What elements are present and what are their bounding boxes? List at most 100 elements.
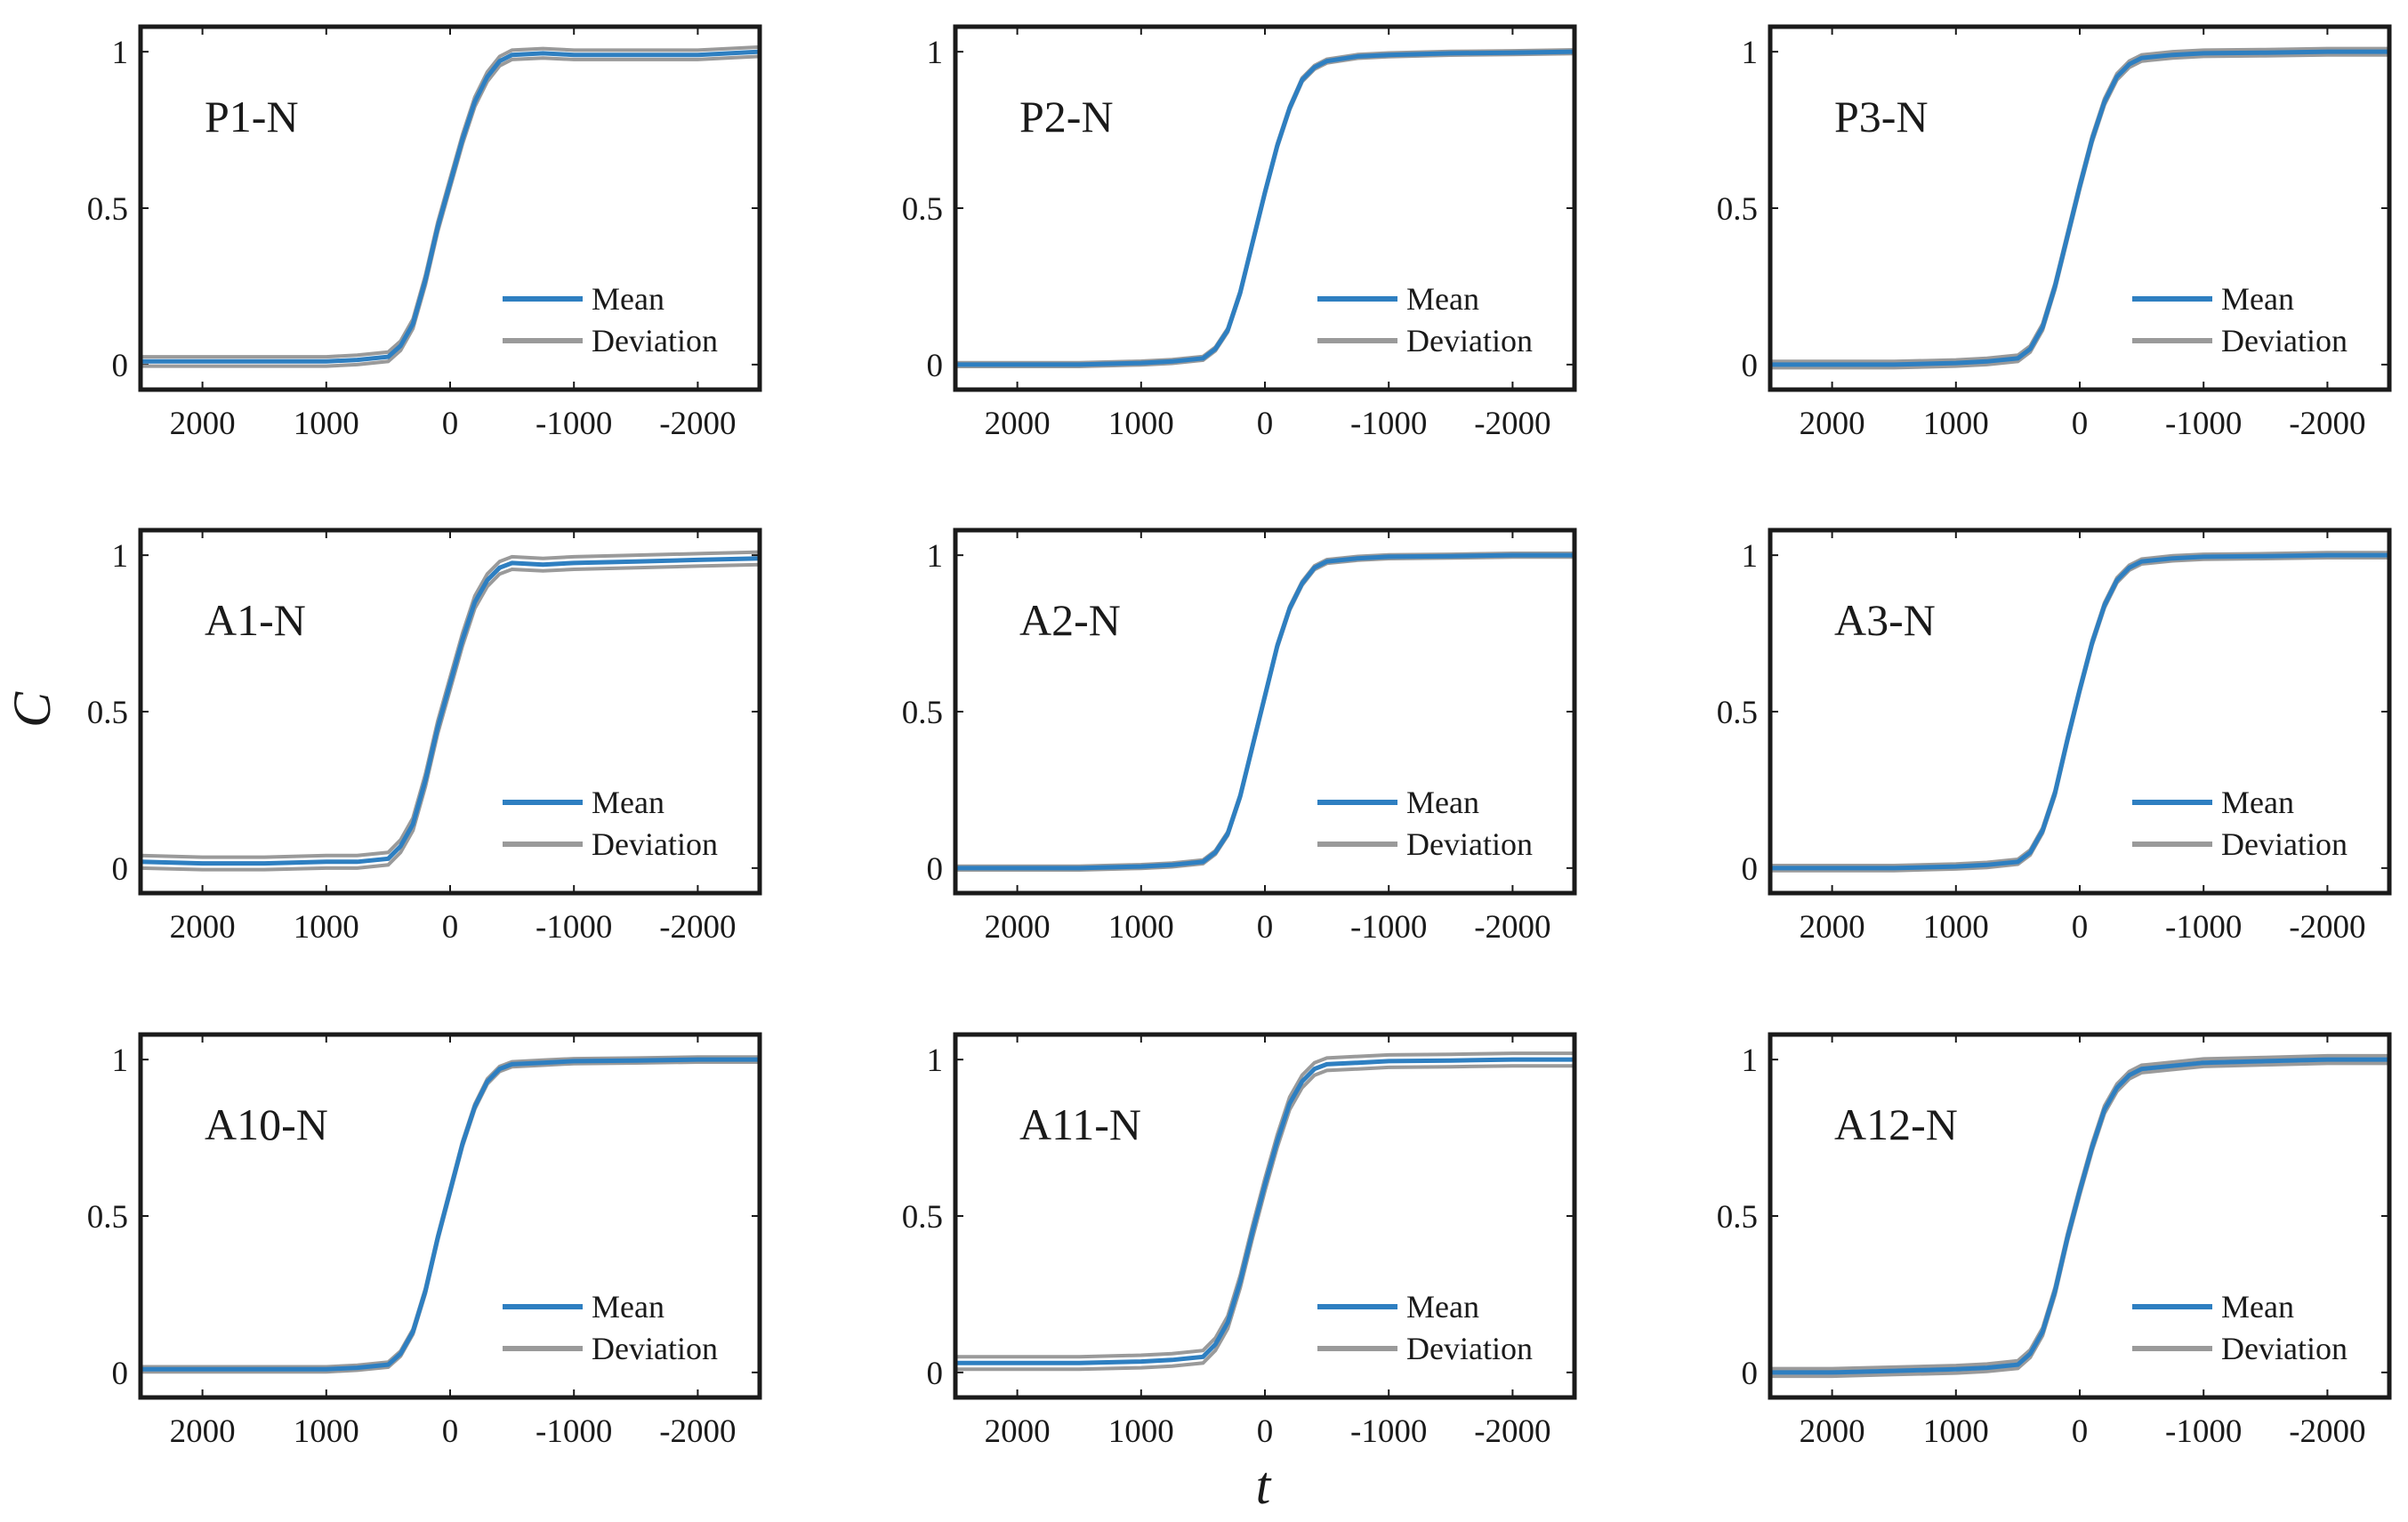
x-tick-label: 0	[442, 1413, 459, 1450]
legend-label-mean: Mean	[1406, 1289, 1479, 1325]
panel-a1-n: 2000 1000 0 -1000 -2000 0 0.5 1 A1-N Mean Deviatio…	[87, 527, 762, 946]
axes-frame	[953, 24, 1577, 392]
y-tick-label: 0.5	[87, 1199, 128, 1236]
mean-line	[141, 49, 761, 364]
x-tick-label: -2000	[659, 909, 736, 946]
y-tick-label: 0	[1742, 851, 1759, 888]
y-tick-label: 1	[1742, 1043, 1759, 1079]
shared-x-axis-label: t	[1256, 1456, 1272, 1515]
y-tick-label: 0.5	[902, 695, 943, 731]
panel-label: A10-N	[205, 1099, 328, 1149]
y-tick-label: 0	[112, 851, 129, 888]
axes-frame	[1768, 527, 2392, 896]
axes-frame	[138, 1032, 762, 1400]
x-tick-label: 1000	[294, 406, 359, 442]
x-tick-label: 1000	[1108, 406, 1174, 442]
y-tick-label: 0	[927, 348, 944, 384]
legend-label-deviation: Deviation	[2221, 826, 2348, 862]
axes-frame	[1768, 24, 2392, 392]
x-tick-label: 0	[442, 909, 459, 946]
legend-label-mean: Mean	[2221, 1289, 2294, 1325]
x-tick-label: 1000	[1923, 909, 1989, 946]
panel-a2-n: 2000 1000 0 -1000 -2000 0 0.5 1 A2-N Mean Deviatio…	[902, 527, 1577, 946]
panel-p1-n: 2000 1000 0 -1000 -2000 0 0.5 1 P1-N Mean Deviatio…	[87, 24, 762, 442]
x-tick-label: 1000	[1108, 909, 1174, 946]
x-tick-label: -2000	[2289, 406, 2365, 442]
x-tick-label: 2000	[1800, 1413, 1865, 1450]
x-tick-label: 2000	[1800, 406, 1865, 442]
panel-label: A11-N	[1019, 1099, 1141, 1149]
x-tick-label: 0	[2072, 406, 2089, 442]
panel-p2-n: 2000 1000 0 -1000 -2000 0 0.5 1 P2-N Mean Deviatio…	[902, 24, 1577, 442]
legend-label-mean: Mean	[1406, 785, 1479, 820]
legend-label-deviation: Deviation	[2221, 323, 2348, 358]
mean-line	[141, 1057, 760, 1372]
y-tick-label: 1	[927, 1043, 944, 1079]
axes-frame	[1768, 1032, 2392, 1400]
legend-label-mean: Mean	[592, 785, 664, 820]
axes-frame	[138, 527, 762, 896]
legend-label-mean: Mean	[2221, 785, 2294, 820]
x-tick-label: -2000	[1474, 909, 1550, 946]
panel-label: P2-N	[1019, 92, 1114, 141]
panel-a10-n: 2000 1000 0 -1000 -2000 0 0.5 1 A10-N Mean Deviati…	[87, 1032, 762, 1450]
mean-line	[955, 49, 1575, 367]
x-tick-label: -1000	[2165, 909, 2242, 946]
x-tick-label: 1000	[1923, 406, 1989, 442]
x-tick-label: 1000	[294, 1413, 359, 1450]
axes-frame	[953, 1032, 1577, 1400]
panel-p3-n: 2000 1000 0 -1000 -2000 0 0.5 1 P3-N Mean Deviatio…	[1717, 24, 2392, 442]
panel-a12-n: 2000 1000 0 -1000 -2000 0 0.5 1 A12-N Mean Deviati…	[1717, 1032, 2392, 1450]
x-tick-label: 2000	[170, 909, 236, 946]
legend-label-mean: Mean	[592, 1289, 664, 1325]
mean-line	[955, 1057, 1574, 1365]
legend-label-mean: Mean	[592, 281, 664, 317]
x-tick-label: 2000	[985, 406, 1051, 442]
shared-y-axis-label: C	[3, 691, 61, 728]
y-tick-label: 0.5	[87, 695, 128, 731]
legend-label-deviation: Deviation	[592, 323, 718, 358]
mean-line	[140, 556, 761, 866]
x-tick-label: 0	[442, 406, 459, 442]
x-tick-label: -1000	[536, 909, 612, 946]
y-tick-label: 0.5	[902, 191, 943, 228]
x-tick-label: -1000	[536, 1413, 612, 1450]
panel-label: A3-N	[1834, 595, 1936, 645]
y-tick-label: 0	[112, 1356, 129, 1392]
legend-label-deviation: Deviation	[1406, 1331, 1533, 1366]
panel-label: A2-N	[1019, 595, 1121, 645]
x-tick-label: -2000	[659, 406, 736, 442]
x-tick-label: -1000	[1350, 406, 1427, 442]
y-tick-label: 0	[927, 851, 944, 888]
legend-label-deviation: Deviation	[592, 826, 718, 862]
x-tick-label: 0	[2072, 1413, 2089, 1450]
y-tick-label: 1	[112, 1043, 129, 1079]
panels: 2000 1000 0 -1000 -200000.51P1-NMeanDeviatio…	[87, 24, 2392, 1450]
axes-frame	[953, 527, 1577, 896]
x-tick-label: -2000	[659, 1413, 736, 1450]
x-tick-label: 0	[1257, 406, 1274, 442]
x-tick-label: 2000	[170, 406, 236, 442]
y-tick-label: 0	[112, 348, 129, 384]
mean-line	[955, 552, 1574, 871]
y-tick-label: 0	[1742, 1356, 1759, 1392]
y-tick-label: 1	[927, 538, 944, 575]
x-tick-label: -2000	[2289, 909, 2365, 946]
x-tick-label: 2000	[985, 909, 1051, 946]
x-tick-label: 0	[2072, 909, 2089, 946]
legend-label-mean: Mean	[1406, 281, 1479, 317]
mean-line	[1770, 552, 2389, 871]
panel-label: P1-N	[205, 92, 299, 141]
x-tick-label: -2000	[1474, 406, 1550, 442]
y-tick-label: 0.5	[1717, 191, 1758, 228]
x-tick-label: -1000	[1350, 909, 1427, 946]
x-tick-label: 0	[1257, 1413, 1274, 1450]
x-tick-label: -1000	[2165, 1413, 2242, 1450]
legend-label-deviation: Deviation	[1406, 323, 1533, 358]
y-tick-label: 0	[1742, 348, 1759, 384]
legend-label-deviation: Deviation	[592, 1331, 718, 1366]
y-tick-label: 1	[112, 35, 129, 71]
axes-frame	[138, 24, 762, 392]
y-tick-label: 0.5	[902, 1199, 943, 1236]
legend-label-mean: Mean	[2221, 281, 2294, 317]
